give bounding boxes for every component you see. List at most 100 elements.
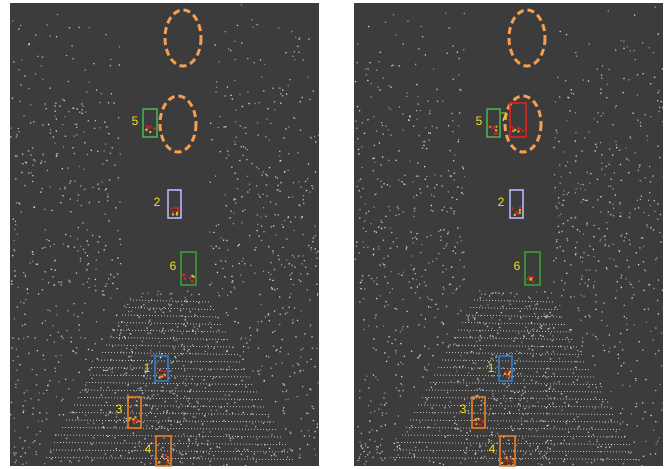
lidar-point [314,437,315,438]
lidar-point [232,413,233,414]
lidar-point [409,120,410,121]
object-point [516,211,518,213]
lidar-point [38,293,39,294]
lidar-point [519,428,520,429]
lidar-point [425,269,426,270]
lidar-point [616,105,617,106]
lidar-point [171,298,172,299]
lidar-point [419,284,420,285]
lidar-point [227,295,228,296]
lidar-point [478,353,479,354]
lidar-point [518,333,519,334]
lidar-point [422,376,423,377]
lidar-point [308,164,309,165]
lidar-point [406,96,407,97]
lidar-point [65,234,66,235]
lidar-point [38,399,39,400]
lidar-point [426,399,427,400]
lidar-point [287,457,288,458]
lidar-point [258,194,259,195]
lidar-point [568,192,569,193]
object-point [528,276,530,278]
lidar-point [612,204,613,205]
lidar-point [58,381,59,382]
lidar-point [137,388,138,389]
lidar-point [68,111,69,112]
lidar-point [65,116,66,117]
lidar-point [556,130,557,131]
lidar-point [452,293,453,294]
lidar-point [162,390,163,391]
lidar-point [589,316,590,317]
lidar-point [284,385,285,386]
lidar-point [610,214,611,215]
lidar-point [385,216,386,217]
lidar-point [261,321,262,322]
lidar-point [292,196,293,197]
lidar-point [22,325,23,326]
lidar-point [315,454,316,455]
lidar-point [503,367,504,368]
lidar-point [209,231,210,232]
lidar-point [556,132,557,133]
lidar-point [587,286,588,287]
lidar-point [553,327,554,328]
lidar-point [654,211,655,212]
lidar-point [399,445,400,446]
lidar-point [225,126,226,127]
lidar-point [613,208,614,209]
lidar-point [95,285,96,286]
lidar-point [574,419,575,420]
lidar-point [218,330,219,331]
lidar-point [568,405,569,406]
lidar-point [315,226,316,227]
lidar-point [114,426,115,427]
lidar-point [461,240,462,241]
lidar-point [403,183,404,184]
lidar-point [292,365,293,366]
lidar-point [245,127,246,128]
lidar-point [474,317,475,318]
lidar-point [364,288,365,289]
lidar-point [567,420,568,421]
lidar-point [32,181,33,182]
lidar-point [369,439,370,440]
lidar-point [285,128,286,129]
lidar-point [527,329,528,330]
lidar-point [307,361,308,362]
lidar-point [423,145,424,146]
lidar-point [552,335,553,336]
lidar-point [278,259,279,260]
lidar-point [390,210,391,211]
lidar-point [413,216,414,217]
lidar-point [475,453,476,454]
lidar-point [492,358,493,359]
lidar-point [613,215,614,216]
lidar-point [61,282,62,283]
lidar-point [481,457,482,458]
lidar-point [391,65,392,66]
lidar-point [247,91,248,92]
lidar-point [615,298,616,299]
lidar-point [466,432,467,433]
lidar-point [210,327,211,328]
object-point [166,461,168,463]
lidar-point [128,452,129,453]
lidar-point [177,385,178,386]
lidar-point [234,321,235,322]
lidar-point [541,420,542,421]
lidar-point [618,358,619,359]
lidar-point [240,125,241,126]
lidar-point [283,227,284,228]
lidar-point [480,335,481,336]
lidar-point [162,447,163,448]
lidar-point [650,415,651,416]
lidar-point [454,173,455,174]
lidar-point [523,454,524,455]
lidar-point [44,247,45,248]
lidar-point [263,271,264,272]
lidar-point [240,338,241,339]
lidar-point [444,289,445,290]
lidar-point [581,202,582,203]
lidar-point [273,225,274,226]
